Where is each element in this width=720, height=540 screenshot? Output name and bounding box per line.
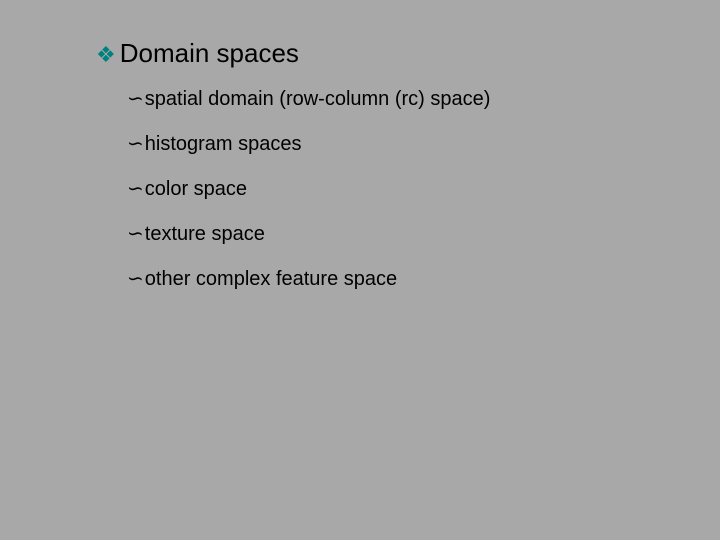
heading: ❖ Domain spaces bbox=[96, 38, 299, 69]
wave-bullet-icon: ∽ bbox=[127, 179, 144, 199]
diamond-bullet-icon: ❖ bbox=[96, 44, 116, 66]
item-text: color space bbox=[145, 178, 247, 201]
item-list: ∽ spatial domain (row-column (rc) space)… bbox=[127, 88, 490, 313]
item-text: spatial domain (row-column (rc) space) bbox=[145, 88, 491, 111]
slide: ❖ Domain spaces ∽ spatial domain (row-co… bbox=[0, 0, 720, 540]
wave-bullet-icon: ∽ bbox=[127, 224, 144, 244]
list-item: ∽ other complex feature space bbox=[127, 268, 490, 291]
item-text: other complex feature space bbox=[145, 268, 397, 291]
heading-text: Domain spaces bbox=[120, 38, 299, 69]
item-text: histogram spaces bbox=[145, 133, 302, 156]
list-item: ∽ texture space bbox=[127, 223, 490, 246]
list-item: ∽ color space bbox=[127, 178, 490, 201]
list-item: ∽ spatial domain (row-column (rc) space) bbox=[127, 88, 490, 111]
wave-bullet-icon: ∽ bbox=[127, 134, 144, 154]
list-item: ∽ histogram spaces bbox=[127, 133, 490, 156]
wave-bullet-icon: ∽ bbox=[127, 269, 144, 289]
wave-bullet-icon: ∽ bbox=[127, 89, 144, 109]
item-text: texture space bbox=[145, 223, 265, 246]
